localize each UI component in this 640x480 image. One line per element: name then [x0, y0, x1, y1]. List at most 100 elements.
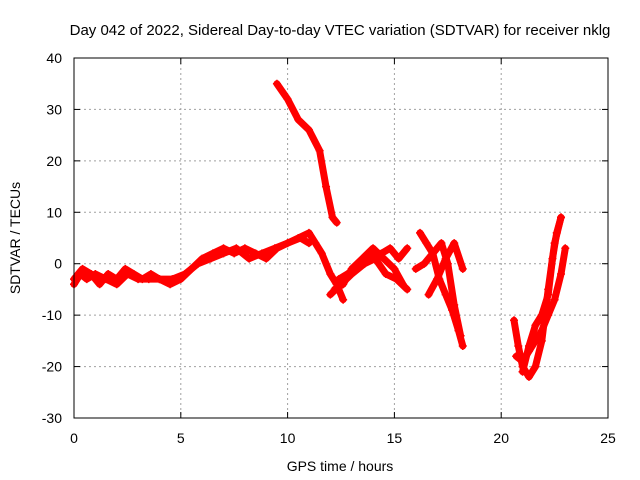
data-point [232, 244, 241, 253]
data-point [428, 249, 437, 258]
data-point [437, 239, 446, 248]
data-point [386, 244, 395, 253]
series-track-9 [424, 239, 467, 299]
series-track-2 [70, 234, 313, 289]
series-band [519, 213, 565, 376]
data-point [416, 228, 425, 237]
data-point [458, 342, 467, 350]
data-point [371, 254, 380, 263]
data-point [537, 311, 546, 320]
data-point [283, 239, 292, 248]
x-tick-label: 15 [387, 430, 403, 446]
data-point [155, 275, 164, 284]
data-point [557, 270, 566, 278]
y-tick-labels: 40 30 20 10 0 -10 -20 -30 [42, 50, 62, 426]
data-point [270, 244, 279, 253]
y-tick-label: -10 [42, 307, 62, 323]
ticks [73, 57, 609, 419]
x-tick-label: 25 [600, 430, 616, 446]
data-point [544, 290, 553, 299]
data-point [420, 259, 429, 268]
data-point [82, 275, 91, 284]
data-point [403, 244, 412, 253]
data-point [326, 290, 335, 299]
plot-frame [73, 57, 609, 419]
data-point [87, 270, 96, 278]
data-point [121, 264, 130, 273]
data-point [456, 331, 465, 340]
data-point [433, 275, 442, 284]
data-point [537, 326, 546, 335]
data-point [304, 239, 313, 248]
data-point [531, 362, 540, 371]
data-point [219, 249, 228, 258]
chart-title: Day 042 of 2022, Sidereal Day-to-day VTE… [70, 22, 611, 39]
data-point [168, 275, 177, 284]
data-point [422, 239, 431, 248]
data-point [381, 270, 390, 278]
y-axis-title: SDTVAR / TECUs [7, 182, 23, 294]
x-tick-label: 0 [70, 430, 78, 446]
y-tick-label: 30 [46, 101, 62, 117]
data-point [272, 79, 281, 88]
data-point [257, 249, 266, 258]
data-point [146, 270, 155, 278]
data-point [392, 275, 401, 284]
data-point [104, 270, 113, 278]
grid [74, 58, 608, 418]
data-point [304, 228, 313, 237]
y-tick-label: -30 [42, 410, 62, 426]
data-point [296, 234, 305, 242]
data-point [441, 290, 450, 299]
data-point [390, 264, 399, 273]
y-tick-label: 40 [46, 50, 62, 66]
data-point [552, 228, 561, 237]
data-point [112, 275, 121, 284]
series-band [273, 80, 341, 227]
data-point [512, 352, 521, 361]
series-band [326, 255, 411, 299]
data-point [294, 115, 303, 124]
data-point [339, 295, 348, 304]
x-tick-labels: 0 5 10 15 20 25 [70, 430, 616, 446]
data-point [518, 367, 527, 376]
y-tick-label: 0 [54, 256, 62, 272]
y-tick-label: -20 [42, 359, 62, 375]
data-point [377, 249, 386, 258]
data-point [317, 249, 326, 258]
x-tick-label: 10 [280, 430, 296, 446]
data-point [514, 342, 523, 350]
data-point [403, 285, 412, 294]
data-point [411, 264, 420, 273]
data-point [550, 295, 559, 304]
y-tick-label: 10 [46, 204, 62, 220]
series-track-8 [411, 239, 465, 340]
data-point [531, 321, 540, 330]
y-tick-label: 20 [46, 153, 62, 169]
data-point [524, 372, 533, 381]
data-point [332, 218, 341, 227]
data-point [326, 270, 335, 278]
data-point [328, 213, 337, 222]
x-tick-label: 20 [493, 430, 509, 446]
data-point [206, 254, 215, 263]
data-point [524, 342, 533, 350]
data-point [262, 254, 271, 263]
data-point [78, 264, 87, 273]
data-point [510, 316, 519, 325]
data-layer [70, 79, 570, 381]
data-point [450, 239, 459, 248]
data-point [322, 182, 331, 191]
data-point [129, 270, 138, 278]
series-track-3 [272, 79, 341, 227]
data-point [360, 259, 369, 268]
x-tick-label: 5 [177, 430, 185, 446]
data-point [347, 270, 356, 278]
data-point [95, 280, 104, 289]
data-point [548, 254, 557, 263]
data-point [561, 244, 570, 253]
data-point [193, 259, 202, 268]
data-point [283, 95, 292, 104]
data-point [245, 254, 254, 263]
